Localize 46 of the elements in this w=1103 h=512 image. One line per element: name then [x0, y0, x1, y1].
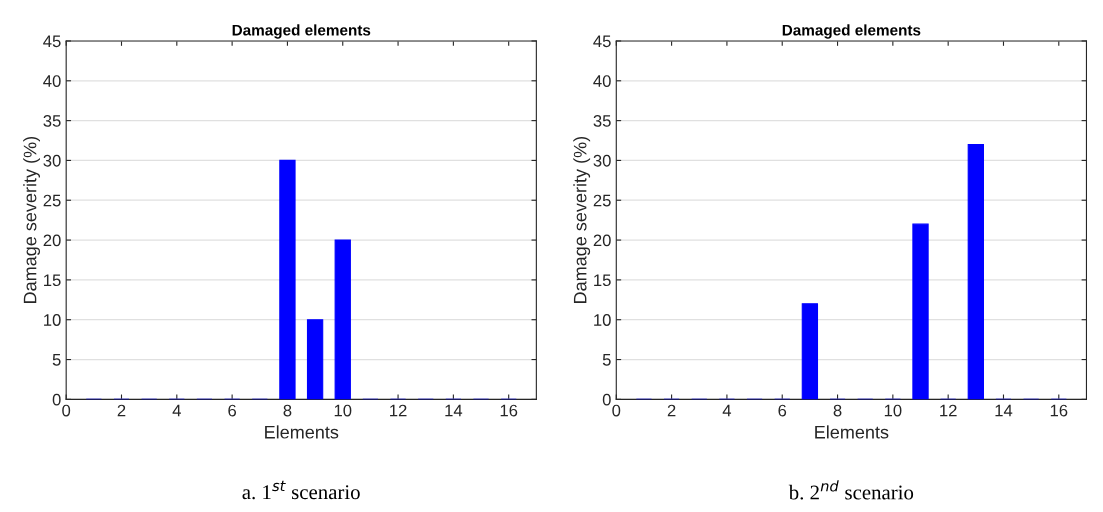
x-tick-label: 10: [334, 404, 352, 417]
x-tick-label: 14: [445, 404, 463, 417]
y-tick-label: 25: [593, 194, 611, 207]
chart-title: Damaged elements: [232, 24, 371, 39]
x-tick-label: 16: [500, 404, 518, 417]
y-tick-label: 15: [594, 274, 611, 287]
text: b. 2$^{nd}$ scenario: [788, 480, 914, 500]
x-tick-label: 2: [117, 404, 126, 417]
x-tick-label: 4: [722, 404, 732, 417]
x-tick-label: 16: [1050, 404, 1068, 417]
x-tick-label: 8: [833, 404, 842, 417]
x-tick-label: 0: [612, 404, 621, 417]
y-tick-label: 40: [43, 75, 61, 87]
x-tick-label: 6: [778, 404, 787, 417]
y-tick-label: 5: [602, 354, 611, 366]
x-axis-title: Elements: [265, 425, 339, 439]
y-tick-label: 5: [52, 354, 61, 366]
text: a. 1$^{st}$ scenario: [242, 480, 360, 500]
y-tick-label: 35: [43, 115, 61, 127]
x-tick-label: 10: [884, 404, 902, 417]
y-axis-title: Damage severity (%): [573, 136, 591, 303]
y-axis-title: Damage severity (%): [23, 136, 40, 303]
x-tick-label: 14: [995, 404, 1013, 417]
y-tick-label: 45: [593, 35, 611, 48]
x-tick-label: 6: [228, 404, 237, 417]
y-tick-label: 30: [43, 154, 61, 167]
y-tick-label: 0: [52, 393, 61, 406]
x-tick-label: 2: [667, 404, 676, 417]
y-tick-label: 0: [602, 393, 611, 406]
x-tick-label: 12: [390, 404, 407, 417]
y-tick-label: 10: [44, 314, 61, 326]
y-tick-label: 25: [43, 194, 61, 207]
x-tick-label: 8: [283, 404, 292, 417]
x-tick-label: 4: [172, 404, 181, 417]
y-tick-label: 20: [43, 234, 61, 247]
x-axis-title: Elements: [815, 425, 889, 439]
chart-title: Damaged elements: [782, 24, 921, 39]
y-tick-label: 40: [593, 75, 611, 87]
y-tick-label: 20: [593, 234, 611, 247]
y-tick-label: 35: [593, 115, 611, 127]
y-tick-label: 10: [594, 314, 611, 326]
y-tick-label: 30: [593, 154, 611, 167]
y-tick-label: 45: [43, 35, 61, 48]
x-tick-label: 12: [940, 404, 957, 417]
y-tick-label: 15: [44, 274, 61, 287]
x-tick-label: 0: [62, 404, 71, 417]
